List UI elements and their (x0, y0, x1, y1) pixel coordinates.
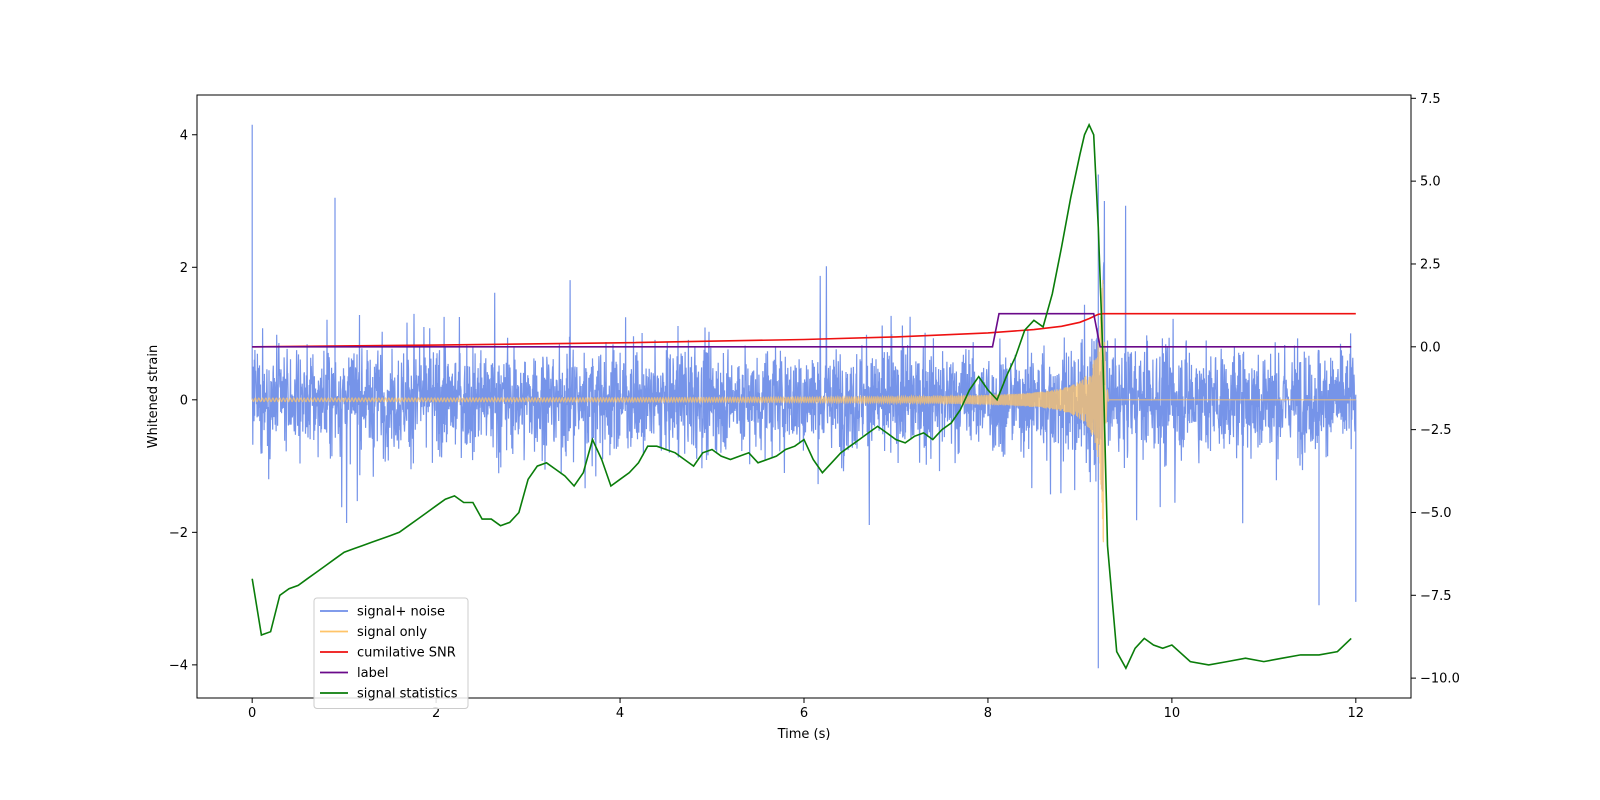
y-right-tick-label: −2.5 (1420, 423, 1452, 438)
x-tick-label: 8 (984, 706, 992, 721)
series-layer (251, 122, 1357, 670)
y-right-tick-label: −5.0 (1420, 506, 1452, 521)
legend-label: signal statistics (357, 687, 458, 702)
x-tick-label: 4 (616, 706, 624, 721)
y-right-tick-label: −10.0 (1420, 672, 1460, 687)
y-left-tick-label: 2 (180, 261, 188, 276)
x-tick-label: 2 (432, 706, 440, 721)
legend-box (313, 597, 469, 709)
y-right-tick-label: −7.5 (1420, 589, 1452, 604)
series-signal-noise-line (251, 124, 1357, 669)
x-tick-label: 12 (1348, 706, 1365, 721)
x-tick-label: 6 (800, 706, 808, 721)
x-axis-label: Time (s) (777, 727, 831, 742)
y-left-tick-label: −2 (169, 526, 188, 541)
series-signal-only-line (251, 279, 1356, 543)
y-axis-label-left: Whitened strain (146, 345, 161, 448)
y-right-tick-label: 7.5 (1420, 92, 1441, 107)
legend-label: signal+ noise (357, 605, 445, 620)
y-right-tick-label: 5.0 (1420, 175, 1441, 190)
legend: signal+ noise signal only cumilative SNR la… (313, 597, 469, 709)
legend-label: signal only (357, 625, 427, 640)
legend-label: label (357, 666, 388, 681)
legend-label: cumilative SNR (357, 646, 456, 661)
y-right-tick-label: 2.5 (1420, 257, 1441, 272)
y-axis-right: −10.0 −7.5 −5.0 −2.5 0.0 2.5 5.0 7.5 (1411, 92, 1460, 687)
series-cumilative-snr-line (252, 312, 1356, 348)
x-tick-label: 10 (1164, 706, 1181, 721)
y-left-tick-label: 0 (180, 393, 188, 408)
y-axis-left: −4 −2 0 2 4 (169, 128, 197, 673)
y-left-tick-label: 4 (180, 128, 188, 143)
y-right-tick-label: 0.0 (1420, 340, 1441, 355)
y-left-tick-label: −4 (169, 658, 188, 673)
series-signal-statistics-line (251, 122, 1352, 670)
x-tick-label: 0 (248, 706, 256, 721)
